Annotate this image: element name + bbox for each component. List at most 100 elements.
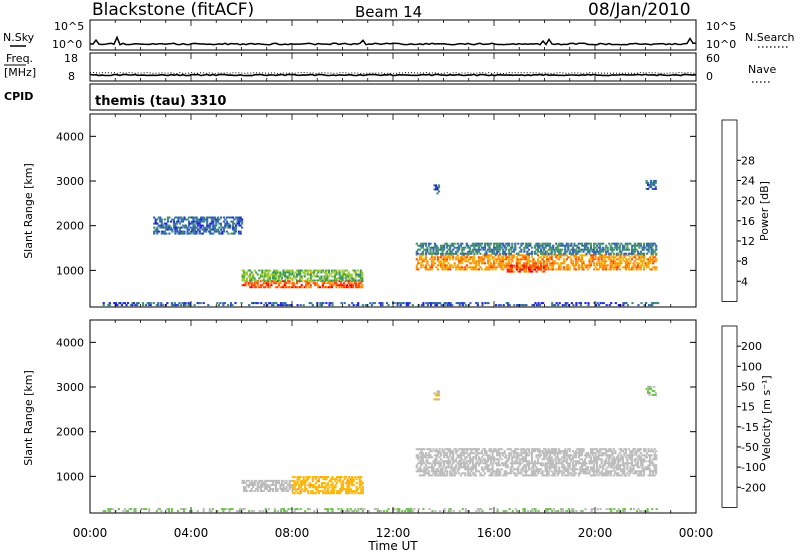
data-cell [207,304,210,307]
data-cell [359,277,362,280]
data-cell [615,466,618,469]
data-cell [509,252,512,255]
data-cell [441,466,444,469]
data-cell [333,273,337,276]
data-cell [624,260,627,263]
data-cell [646,252,649,255]
data-cell [646,452,649,455]
data-cell [210,222,213,225]
data-cell [558,252,561,255]
data-cell [248,510,251,513]
data-cell [541,464,544,467]
data-cell [636,462,640,465]
data-cell [447,252,450,255]
data-cell [464,456,467,459]
data-cell [182,508,186,511]
data-cell [480,450,484,453]
data-cell [473,472,476,475]
data-cell [357,488,360,491]
data-cell [331,476,334,479]
data-cell [301,484,304,487]
data-cell [396,302,399,305]
data-cell [653,464,656,467]
data-cell [137,302,140,305]
data-cell [198,218,201,221]
data-cell [320,277,323,280]
data-cell [446,264,449,267]
freq-label-top: Freq. [6,52,33,65]
data-cell [415,264,418,267]
data-cell [465,260,468,263]
data-cell [440,244,443,247]
data-cell [453,472,456,475]
data-cell [564,250,567,253]
data-cell [582,244,585,247]
data-cell [299,271,302,274]
data-cell [253,282,256,285]
data-cell [282,302,286,305]
data-cell [636,464,640,467]
data-cell [251,510,254,513]
data-cell [246,277,249,280]
data-cell [496,452,499,455]
data-cell [293,510,296,513]
data-cell [561,254,564,257]
data-cell [641,464,644,467]
data-cell [543,270,546,273]
data-cell [533,260,537,263]
data-cell [189,230,192,233]
data-cell [474,450,477,453]
data-cell [303,275,306,278]
data-cell [589,452,593,455]
data-cell [157,230,160,233]
data-cell [620,254,623,257]
data-cell [243,488,246,490]
data-cell [559,450,562,453]
data-cell [184,226,188,229]
data-cell [433,472,437,475]
data-cell [488,254,491,257]
data-cell [447,268,450,271]
data-cell [608,242,611,245]
data-cell [437,394,441,397]
power-frame [89,113,697,308]
data-cell [435,468,438,471]
data-cell [449,508,452,511]
data-cell [514,244,517,247]
data-cell [443,256,446,259]
data-cell [526,474,529,477]
data-cell [382,510,386,513]
data-cell [340,275,343,278]
data-cell [536,250,540,253]
data-cell [573,248,576,251]
data-cell [276,479,279,482]
data-cell [576,260,579,263]
data-cell [638,458,641,461]
data-cell [593,458,596,461]
data-cell [486,460,490,463]
data-cell [615,464,618,467]
data-cell [535,468,538,471]
data-cell [229,304,233,307]
data-cell [358,486,361,489]
data-cell [471,242,474,245]
data-cell [624,462,627,465]
data-cell [550,262,553,265]
data-cell [458,302,461,305]
data-cell [249,484,252,486]
data-cell [559,462,562,465]
data-cell [328,304,331,307]
data-cell [446,452,449,455]
data-cell [458,448,461,451]
data-cell [593,464,596,467]
data-cell [198,228,201,231]
data-cell [438,256,441,259]
data-cell [361,492,364,495]
data-cell [323,286,326,289]
data-cell [546,470,549,473]
data-cell [421,460,424,463]
data-cell [163,226,166,229]
data-cell [444,264,447,267]
data-cell [527,242,530,245]
data-cell [446,266,449,269]
